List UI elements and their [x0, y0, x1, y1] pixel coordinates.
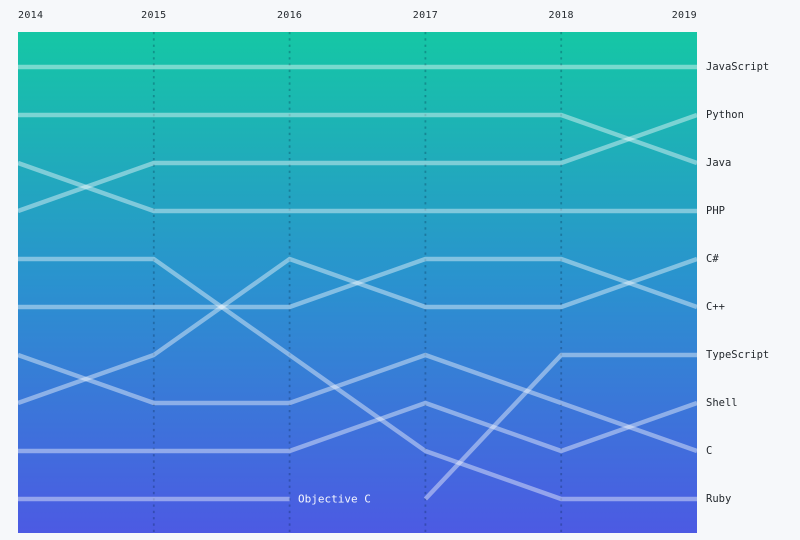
language-label-java: Java — [706, 157, 732, 169]
language-label-python: Python — [706, 109, 744, 121]
language-label-ruby: Ruby — [706, 493, 732, 505]
line-c-plus-plus — [18, 256, 698, 310]
language-label-shell: Shell — [706, 397, 738, 409]
line-typescript — [423, 352, 697, 501]
line-c-sharp — [17, 256, 698, 406]
language-label-php: PHP — [706, 205, 725, 217]
year-tick-label: 2015 — [141, 10, 167, 21]
annotation-objective-c: Objective C — [298, 493, 371, 506]
line-shell — [18, 400, 698, 454]
line-python — [17, 112, 698, 214]
line-c — [17, 352, 698, 454]
line-php — [17, 160, 697, 214]
year-tick-label: 2018 — [548, 10, 574, 21]
language-label-c: C — [706, 445, 713, 457]
year-tick-label: 2019 — [671, 10, 697, 21]
year-tick-label: 2014 — [18, 10, 44, 21]
language-label-typescript: TypeScript — [706, 349, 770, 361]
line-ruby — [18, 256, 697, 502]
language-label-javascript: JavaScript — [706, 61, 770, 73]
language-label-c-plus-plus: C++ — [706, 301, 725, 313]
line-java — [18, 112, 698, 166]
year-tick-label: 2016 — [276, 10, 303, 21]
language-label-c-sharp: C# — [706, 253, 719, 265]
year-tick-label: 2017 — [412, 10, 439, 21]
chart-gradient-background — [18, 32, 697, 533]
